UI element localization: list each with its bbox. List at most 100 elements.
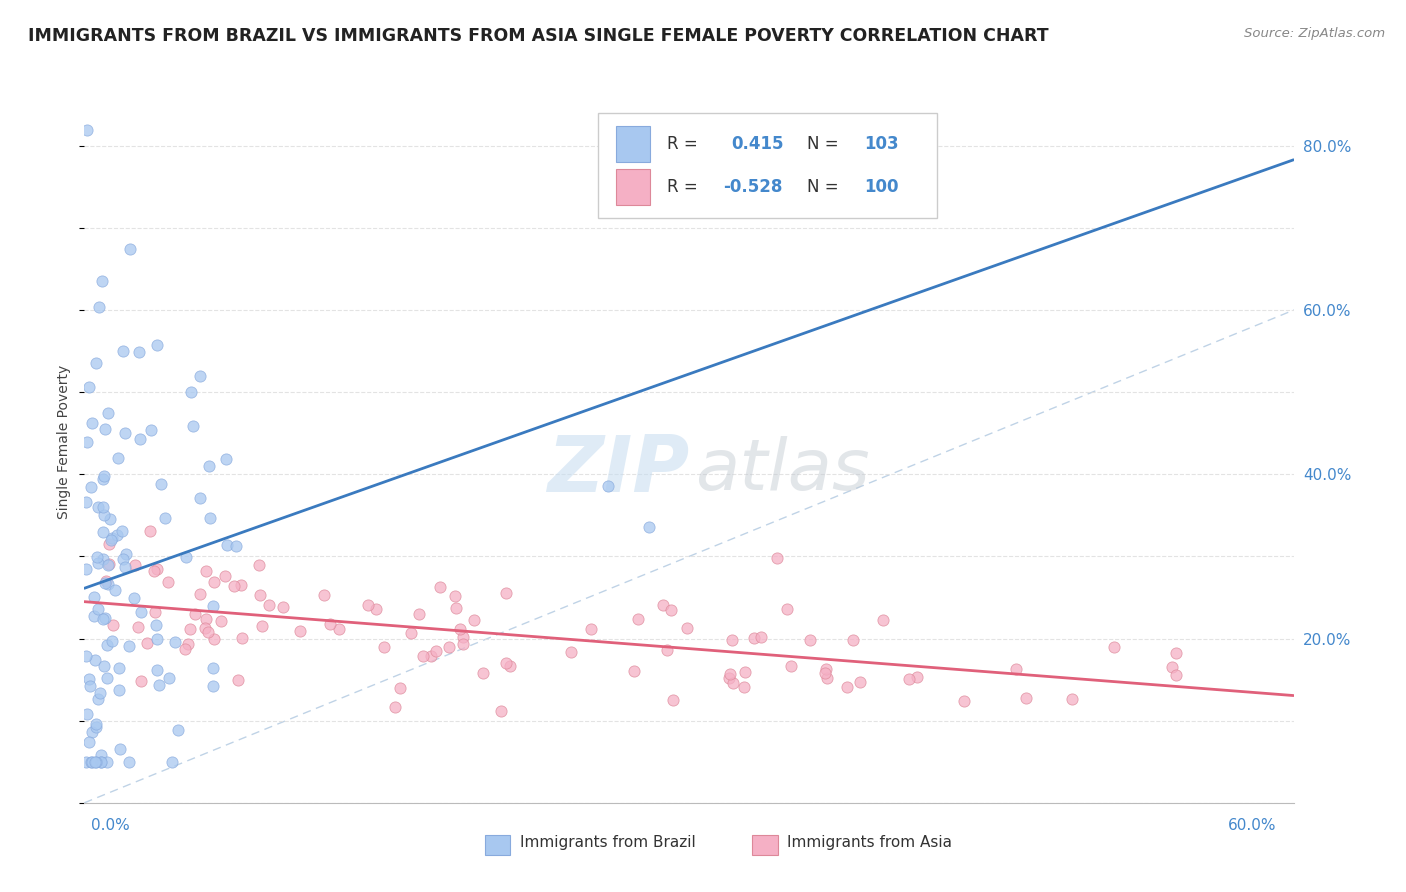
Point xyxy=(84,356,107,370)
Point xyxy=(399,625,422,640)
Point xyxy=(776,601,799,615)
Point xyxy=(229,577,252,591)
Point xyxy=(312,588,335,602)
Point xyxy=(157,574,180,589)
Point xyxy=(91,472,114,486)
Point xyxy=(201,679,224,693)
Point xyxy=(87,556,110,570)
Point xyxy=(188,368,211,383)
Point xyxy=(1104,640,1126,655)
Point xyxy=(112,344,135,359)
Point xyxy=(148,678,170,692)
Point xyxy=(651,598,673,612)
Point xyxy=(80,755,103,769)
Point xyxy=(75,561,97,575)
Point xyxy=(114,560,136,574)
Point xyxy=(357,598,380,612)
Point xyxy=(222,579,245,593)
Point xyxy=(82,417,104,431)
Text: 100: 100 xyxy=(865,178,898,196)
Point xyxy=(328,623,350,637)
Point xyxy=(444,589,467,603)
Text: 103: 103 xyxy=(865,135,898,153)
Text: 0.415: 0.415 xyxy=(731,135,783,153)
Point xyxy=(181,418,204,433)
Point xyxy=(247,558,270,573)
Point xyxy=(98,512,121,526)
Point xyxy=(1062,692,1084,706)
Point xyxy=(82,755,104,769)
Point xyxy=(84,755,107,769)
Text: IMMIGRANTS FROM BRAZIL VS IMMIGRANTS FROM ASIA SINGLE FEMALE POVERTY CORRELATION: IMMIGRANTS FROM BRAZIL VS IMMIGRANTS FRO… xyxy=(28,27,1049,45)
Point xyxy=(742,632,765,646)
Point xyxy=(84,720,107,734)
Point xyxy=(758,181,780,195)
Text: Immigrants from Brazil: Immigrants from Brazil xyxy=(520,836,696,850)
Point xyxy=(91,551,114,566)
Point xyxy=(197,624,219,639)
Point xyxy=(202,661,225,675)
Point xyxy=(145,618,167,632)
Point xyxy=(155,511,177,525)
Point xyxy=(1166,668,1188,682)
Point xyxy=(91,500,114,514)
Point xyxy=(91,612,114,626)
Point xyxy=(146,338,169,352)
FancyBboxPatch shape xyxy=(616,169,650,205)
Point xyxy=(429,580,451,594)
Point xyxy=(76,434,98,449)
Point xyxy=(412,649,434,664)
Point xyxy=(117,639,139,653)
Text: Immigrants from Asia: Immigrants from Asia xyxy=(787,836,952,850)
Point xyxy=(90,747,112,762)
Point xyxy=(77,735,100,749)
Point xyxy=(87,691,110,706)
Point xyxy=(89,686,111,700)
Point xyxy=(623,665,645,679)
Point xyxy=(104,582,127,597)
Point xyxy=(94,422,117,436)
Point xyxy=(94,574,117,589)
Point xyxy=(93,469,115,483)
Point xyxy=(138,524,160,538)
Point xyxy=(83,653,105,667)
Point xyxy=(1164,646,1187,660)
Point xyxy=(662,692,685,706)
Point xyxy=(118,755,141,769)
Point xyxy=(419,648,441,663)
Point xyxy=(598,479,620,493)
Point xyxy=(105,527,128,541)
Point xyxy=(779,659,801,673)
Point xyxy=(93,658,115,673)
Point xyxy=(163,634,186,648)
Point xyxy=(723,676,745,690)
Point xyxy=(177,637,200,651)
Text: R =: R = xyxy=(668,178,697,196)
Point xyxy=(449,622,471,636)
Text: N =: N = xyxy=(807,135,839,153)
Point xyxy=(77,380,100,394)
Point xyxy=(749,630,772,644)
Point xyxy=(86,549,108,564)
Point xyxy=(160,755,183,769)
Point xyxy=(389,681,412,696)
Point xyxy=(231,632,253,646)
Point xyxy=(495,586,517,600)
Point xyxy=(734,665,756,679)
Point xyxy=(107,450,129,465)
Point xyxy=(463,613,485,627)
Point xyxy=(718,672,741,686)
Point xyxy=(115,547,138,561)
Point xyxy=(128,344,150,359)
Point xyxy=(174,549,197,564)
Point xyxy=(190,587,212,601)
Point xyxy=(194,621,217,635)
Point xyxy=(110,742,132,756)
Point xyxy=(100,634,122,648)
Point xyxy=(814,665,837,680)
Point xyxy=(97,577,120,591)
Point xyxy=(721,632,744,647)
Point xyxy=(179,622,201,636)
Point xyxy=(135,636,157,650)
Point xyxy=(75,648,97,663)
